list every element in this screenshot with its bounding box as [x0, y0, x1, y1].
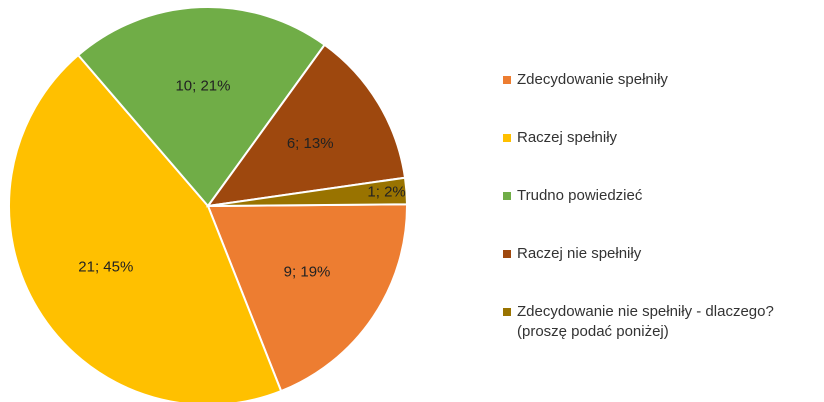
- pie-slice: [206, 203, 408, 393]
- legend-label: Trudno powiedzieć: [517, 187, 643, 204]
- chart: 9; 19% 21; 45% 10; 21% 6; 13% 1; 2%: [8, 6, 409, 402]
- legend-label: Zdecydowanie nie spełniły - dlaczego? (p…: [517, 303, 774, 340]
- data-label: 21; 45%: [78, 259, 133, 276]
- legend-swatch: [503, 192, 511, 200]
- legend-swatch: [503, 76, 511, 84]
- legend-label: Raczej spełniły: [517, 129, 618, 146]
- legend-item: Zdecydowanie nie spełniły - dlaczego? (p…: [503, 302, 813, 360]
- pie-slice: [76, 6, 327, 208]
- legend-item: Trudno powiedzieć: [503, 186, 813, 244]
- data-label: 9; 19%: [284, 264, 331, 281]
- legend: Zdecydowanie spełniły Raczej spełniły Trud…: [503, 70, 813, 360]
- data-label: 6; 13%: [287, 135, 334, 152]
- data-label: 1; 2%: [367, 183, 405, 200]
- pie-slice: [8, 53, 283, 402]
- legend-item: Raczej nie spełniły: [503, 244, 813, 302]
- legend-item: Zdecydowanie spełniły: [503, 70, 813, 128]
- legend-item: Raczej spełniły: [503, 128, 813, 186]
- legend-label: Raczej nie spełniły: [517, 245, 642, 262]
- legend-swatch: [503, 308, 511, 316]
- data-label: 10; 21%: [175, 78, 230, 95]
- legend-swatch: [503, 250, 511, 258]
- legend-label: Zdecydowanie spełniły: [517, 71, 668, 88]
- legend-swatch: [503, 134, 511, 142]
- pie-slice: [205, 43, 407, 208]
- pie-slice: [207, 176, 409, 207]
